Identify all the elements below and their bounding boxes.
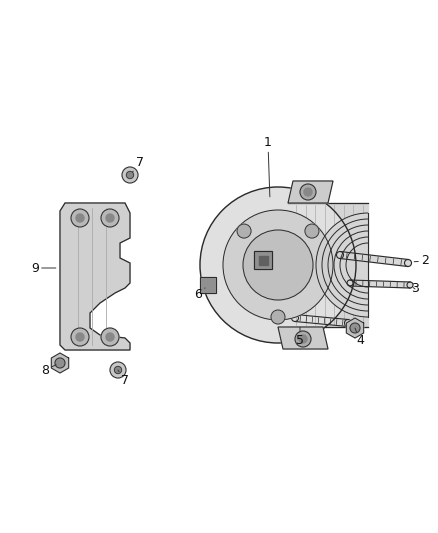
Text: 6: 6 [194,288,205,302]
Circle shape [347,280,353,286]
Circle shape [292,314,299,321]
Text: 5: 5 [296,327,304,348]
Circle shape [407,282,413,288]
Text: 9: 9 [31,262,56,274]
Circle shape [101,209,119,227]
Polygon shape [60,203,130,350]
Polygon shape [278,327,328,349]
Polygon shape [295,314,348,327]
Circle shape [200,187,356,343]
Polygon shape [350,280,410,288]
Circle shape [110,362,126,378]
Circle shape [336,252,343,259]
Polygon shape [288,203,368,327]
Text: 3: 3 [411,282,419,295]
Circle shape [271,310,285,324]
Circle shape [122,167,138,183]
Circle shape [127,172,134,179]
Text: 4: 4 [355,328,364,348]
Text: 7: 7 [133,157,144,172]
Circle shape [243,230,313,300]
Circle shape [106,333,114,341]
Circle shape [76,333,84,341]
Circle shape [350,323,360,333]
Text: 2: 2 [414,254,429,268]
Polygon shape [288,181,333,203]
Circle shape [55,358,65,368]
Polygon shape [254,251,272,269]
Circle shape [114,366,122,374]
Circle shape [305,224,319,238]
Circle shape [71,328,89,346]
Circle shape [71,209,89,227]
Text: 1: 1 [264,136,272,197]
Polygon shape [346,318,364,338]
Circle shape [106,214,114,222]
Wedge shape [316,213,368,317]
Circle shape [295,331,311,347]
Polygon shape [258,255,268,264]
Polygon shape [339,252,408,266]
Text: 7: 7 [118,370,129,387]
Circle shape [405,260,411,266]
Polygon shape [51,353,69,373]
Polygon shape [200,277,216,293]
Circle shape [299,335,307,343]
Circle shape [76,214,84,222]
Circle shape [300,184,316,200]
Circle shape [345,319,352,327]
Circle shape [101,328,119,346]
Circle shape [237,224,251,238]
Circle shape [223,210,333,320]
Text: 8: 8 [41,364,56,376]
Circle shape [304,188,312,196]
